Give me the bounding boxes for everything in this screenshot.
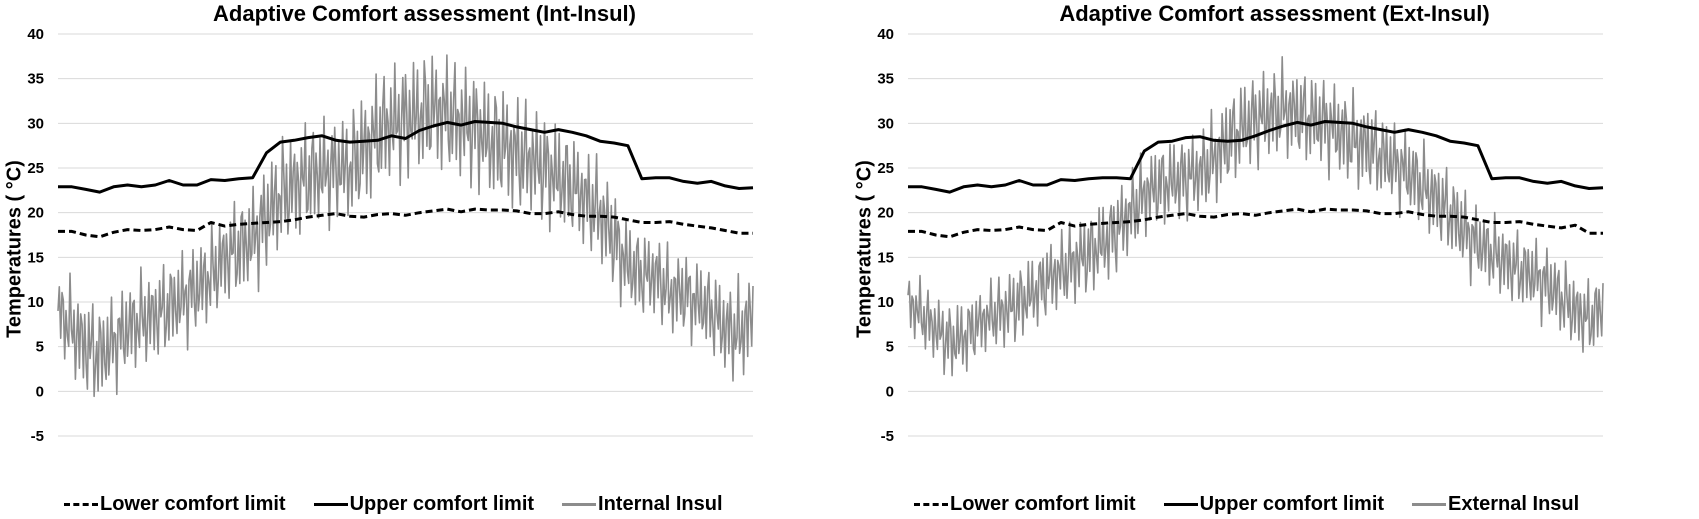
legend-item-upper: Upper comfort limit [313,492,535,516]
chart-title: Adaptive Comfort assessment (Int-Insul) [213,1,636,26]
chart-panel-ext-insul: Adaptive Comfort assessment (Ext-Insul) … [850,0,1699,519]
series-line-external-insul [907,55,1604,377]
y-tick-label: -5 [31,428,44,445]
series-line-upper-comfort-limit [908,120,1604,194]
series-line-upper-comfort-limit [58,120,754,194]
legend-swatch-temperature [1412,502,1447,506]
y-tick-label: 30 [27,115,44,132]
legend-swatch-temperature [562,502,597,506]
legend-label-temperature: Internal Insul [598,492,723,515]
legend-item-upper: Upper comfort limit [1163,492,1385,516]
y-tick-label: 35 [27,71,44,88]
plot-area: -5 0 5 10 15 20 25 30 35 40 [27,26,754,445]
y-tick-label: 20 [27,205,44,222]
legend-item-lower: Lower comfort limit [914,493,1136,516]
y-tick-label: 40 [27,26,44,43]
y-tick-label: 15 [877,249,894,266]
y-tick-label: 25 [27,160,44,177]
legend-label-lower: Lower comfort limit [100,492,286,515]
legend: Lower comfort limit Upper comfort limit … [914,492,1607,516]
y-tick-label: 25 [877,160,894,177]
y-tick-label: 10 [877,294,894,311]
y-tick-label: 5 [36,339,44,356]
y-tick-labels: -5 0 5 10 15 20 25 30 35 40 [27,26,44,445]
legend-item-temperature: External Insul [1412,493,1579,516]
legend-label-temperature: External Insul [1448,492,1580,515]
legend-label-upper: Upper comfort limit [349,492,535,515]
y-tick-label: 20 [877,205,894,222]
legend-item-temperature: Internal Insul [562,492,723,516]
legend-swatch-upper [313,502,348,506]
legend-swatch-lower [64,502,98,506]
legend: Lower comfort limit Upper comfort limit … [64,492,751,516]
y-tick-label: 30 [877,115,894,132]
y-tick-label: 15 [27,249,44,266]
plot-area: -5 0 5 10 15 20 25 30 35 40 [877,26,1604,445]
legend-swatch-lower [914,502,948,506]
series-line-lower-comfort-limit [58,207,753,239]
y-tick-label: 10 [27,294,44,311]
legend-item-lower: Lower comfort limit [64,493,286,516]
legend-label-lower: Lower comfort limit [950,492,1136,515]
legend-swatch-upper [1163,502,1198,506]
y-tick-label: 5 [886,339,894,356]
y-tick-label: 40 [877,26,894,43]
chart-panel-int-insul: Adaptive Comfort assessment (Int-Insul) … [0,0,849,519]
y-tick-label: -5 [881,428,894,445]
series-line-internal-insul [57,54,754,398]
y-tick-label: 0 [886,383,894,400]
legend-label-upper: Upper comfort limit [1199,492,1385,515]
series-line-lower-comfort-limit [908,207,1603,239]
y-tick-label: 0 [36,383,44,400]
y-tick-labels: -5 0 5 10 15 20 25 30 35 40 [877,26,894,445]
chart-title: Adaptive Comfort assessment (Ext-Insul) [1059,1,1490,26]
y-tick-label: 35 [877,71,894,88]
